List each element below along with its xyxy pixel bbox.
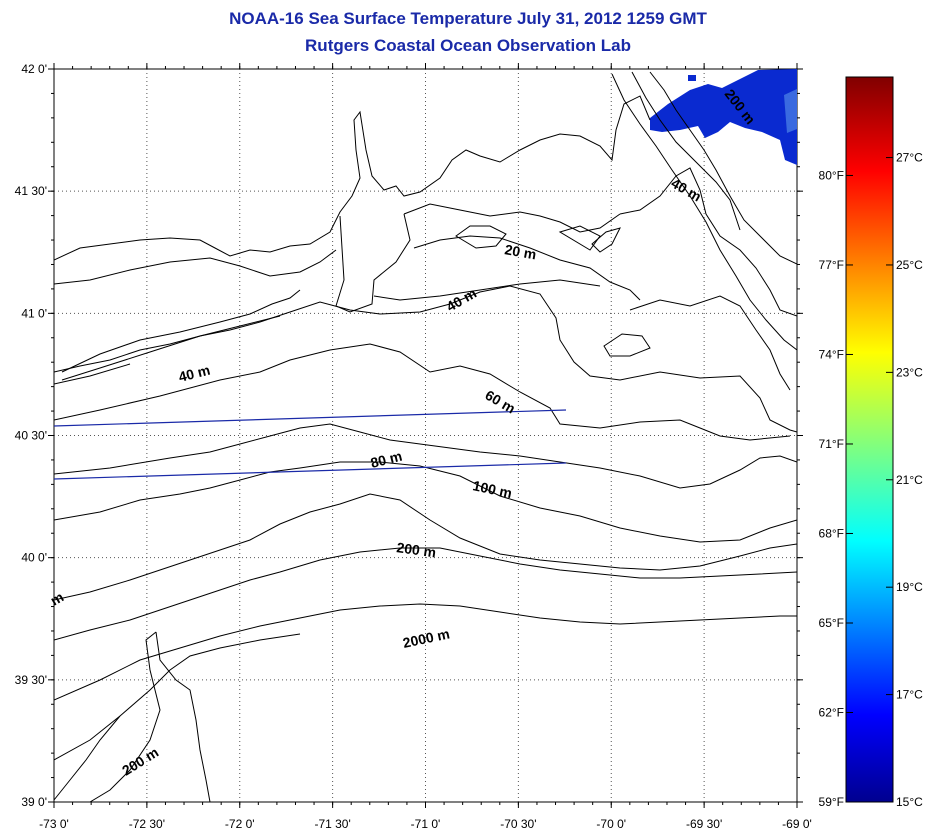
lat-label: 41 0' [21,306,47,320]
celsius-label: 23°C [896,365,923,379]
celsius-label: 25°C [896,258,923,272]
celsius-label: 17°C [896,688,923,702]
lat-label: 39 0' [21,795,47,809]
fahrenheit-label: 80°F [819,168,844,182]
fahrenheit-label: 59°F [819,795,844,809]
lat-label: 40 0' [21,551,47,565]
fahrenheit-label: 65°F [819,616,844,630]
lon-label: -69 0' [782,817,812,831]
map-ticks [48,63,803,808]
fahrenheit-label: 68°F [819,526,844,540]
long-island [61,289,301,373]
lon-label: -70 0' [596,817,626,831]
lon-label: -71 0' [411,817,441,831]
lat-label: 40 30' [15,429,47,443]
contour-label: 20 m [503,241,537,262]
lon-label: -69 30' [686,817,722,831]
track-line-north [54,409,567,427]
track-line-south [54,462,567,480]
map-subtitle: Rutgers Coastal Ocean Observation Lab [305,36,631,55]
map-title: NOAA-16 Sea Surface Temperature July 31,… [229,9,707,28]
sst-patch-small [688,75,696,81]
celsius-label: 19°C [896,580,923,594]
colorbar-labels: 27°C 25°C 23°C 21°C 19°C 17°C 15°C 80°F 77°F 74°F… [819,151,924,809]
lat-label: 39 30' [15,673,47,687]
contour-label: 200 m [396,539,438,560]
celsius-label: 27°C [896,151,923,165]
lat-label: 41 30' [15,184,47,198]
fahrenheit-label: 74°F [819,347,844,361]
coastline [54,95,651,261]
celsius-label: 15°C [896,795,923,809]
lon-label: -71 30' [314,817,350,831]
celsius-label: 21°C [896,473,923,487]
axis-labels: -73 0' -72 30' -72 0' -71 30' -71 0' -70 30' -… [15,62,812,831]
fahrenheit-label: 71°F [819,437,844,451]
contour-label: 40 m [177,362,212,385]
lon-label: -73 0' [39,817,69,831]
lon-label: -72 0' [225,817,255,831]
map-frame [53,68,798,803]
lat-label: 42 0' [21,62,47,76]
sst-patch [650,69,797,165]
contour-label: 80 m [369,448,404,471]
fahrenheit-label: 62°F [819,705,844,719]
lon-label: -70 30' [500,817,536,831]
colorbar [845,76,894,803]
fahrenheit-label: 77°F [819,258,844,272]
lon-label: -72 30' [129,817,165,831]
